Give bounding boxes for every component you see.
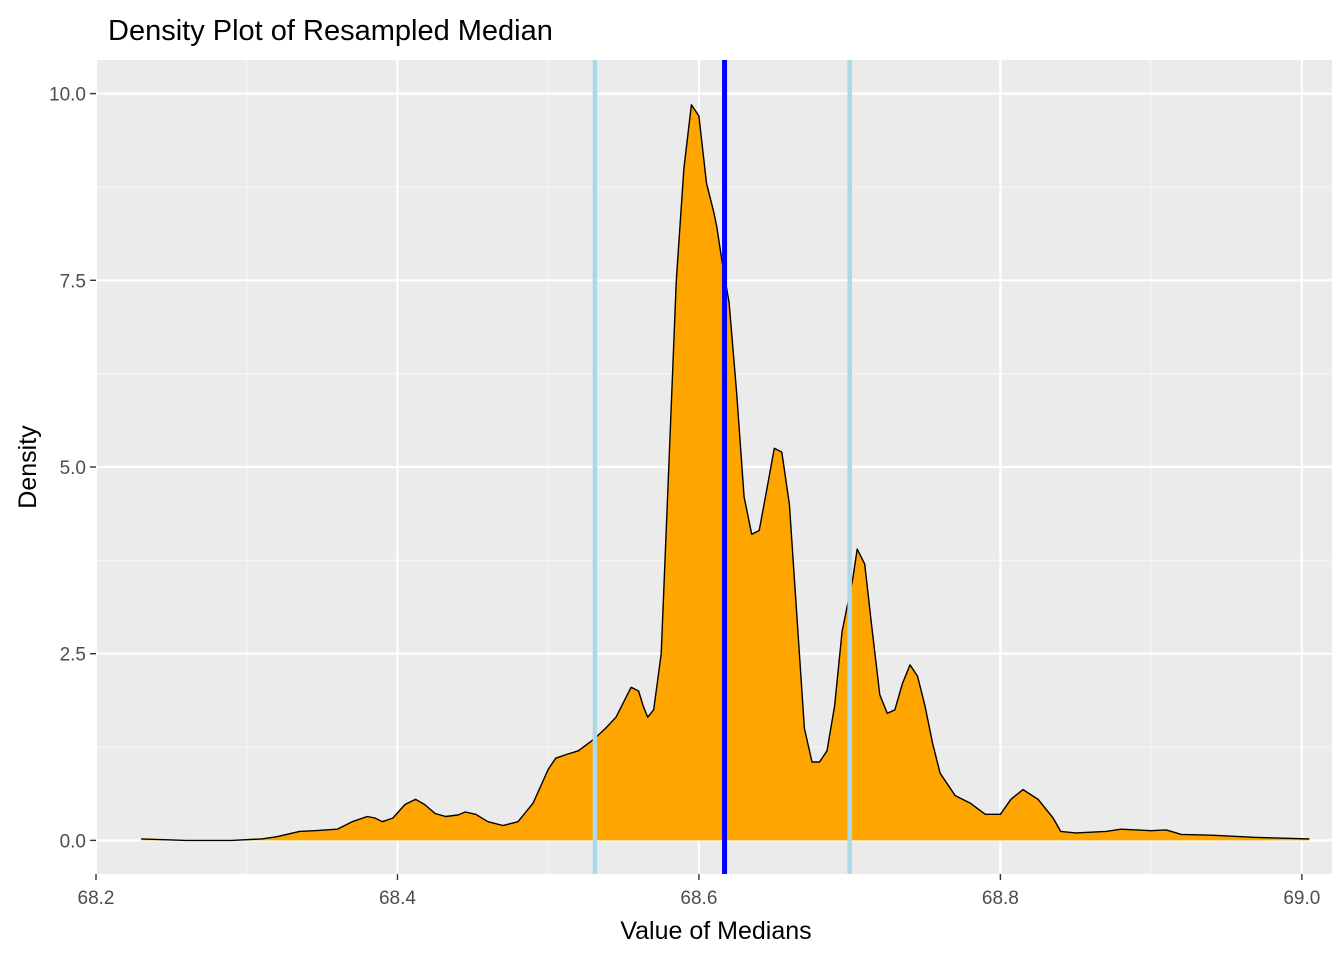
x-axis-title: Value of Medians [620,917,811,945]
axis-ticks [90,92,1303,880]
y-tick-label: 2.5 [60,645,86,666]
y-axis-tick-labels: 0.0 2.5 5.0 7.5 10.0 [49,85,86,853]
y-tick-label: 5.0 [60,458,86,479]
y-tick-label: 7.5 [60,271,86,292]
reference-lines [592,60,852,874]
x-tick-label: 68.2 [78,888,115,909]
x-axis-tick-labels: 68.2 68.4 68.6 68.8 69.0 [78,888,1321,909]
chart-title: Density Plot of Resampled Median [108,15,553,47]
y-tick-label: 0.0 [60,831,86,852]
x-tick-label: 68.4 [379,888,416,909]
y-tick-label: 10.0 [49,85,86,106]
y-axis-title: Density [14,425,42,509]
x-tick-label: 68.8 [982,888,1019,909]
x-tick-label: 68.6 [680,888,717,909]
x-tick-label: 69.0 [1283,888,1320,909]
